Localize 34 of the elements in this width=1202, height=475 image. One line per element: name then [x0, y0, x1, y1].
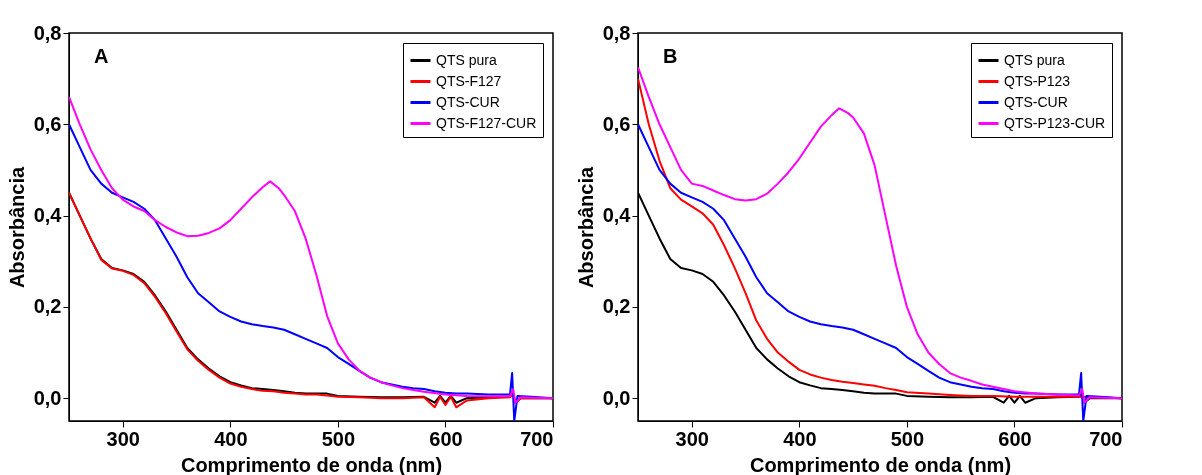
annotation: A [94, 45, 109, 67]
y-tick-label: 0,8 [33, 21, 62, 44]
legend-label: QTS pura [436, 51, 497, 68]
x-tick-label: 400 [214, 427, 248, 450]
legend-label: QTS-F127-CUR [436, 114, 537, 131]
x-tick-label: 300 [675, 427, 709, 450]
annotation: B [663, 45, 678, 67]
y-tick-label: 0,6 [33, 112, 62, 135]
y-tick-label: 0,4 [33, 204, 63, 227]
y-axis-title: Absorbância [5, 166, 28, 289]
x-tick-label: 500 [890, 427, 925, 450]
x-axis-title: Comprimento de onda (nm) [180, 453, 443, 475]
x-tick-label: 700 [1089, 427, 1123, 450]
y-tick-label: 0,8 [602, 21, 631, 44]
x-tick-label: 300 [106, 427, 140, 450]
legend-label: QTS-CUR [1004, 93, 1068, 110]
legend-label: QTS-F127 [436, 72, 502, 89]
y-tick-label: 0,0 [602, 386, 631, 409]
x-tick-label: 700 [520, 427, 554, 450]
x-axis-title: Comprimento de onda (nm) [749, 453, 1012, 475]
legend-label: QTS pura [1004, 51, 1065, 68]
legend-label: QTS-P123-CUR [1004, 114, 1106, 131]
y-axis-title: Absorbância [574, 166, 597, 289]
y-tick-label: 0,2 [33, 295, 62, 318]
y-tick-label: 0,0 [33, 386, 62, 409]
y-tick-label: 0,6 [602, 112, 631, 135]
y-tick-label: 0,4 [602, 204, 632, 227]
x-tick-label: 500 [321, 427, 356, 450]
legend-label: QTS-CUR [436, 93, 500, 110]
x-tick-label: 400 [783, 427, 817, 450]
x-tick-label: 600 [998, 427, 1032, 450]
legend-label: QTS-P123 [1004, 72, 1071, 89]
x-tick-label: 600 [429, 427, 463, 450]
y-tick-label: 0,2 [602, 295, 631, 318]
